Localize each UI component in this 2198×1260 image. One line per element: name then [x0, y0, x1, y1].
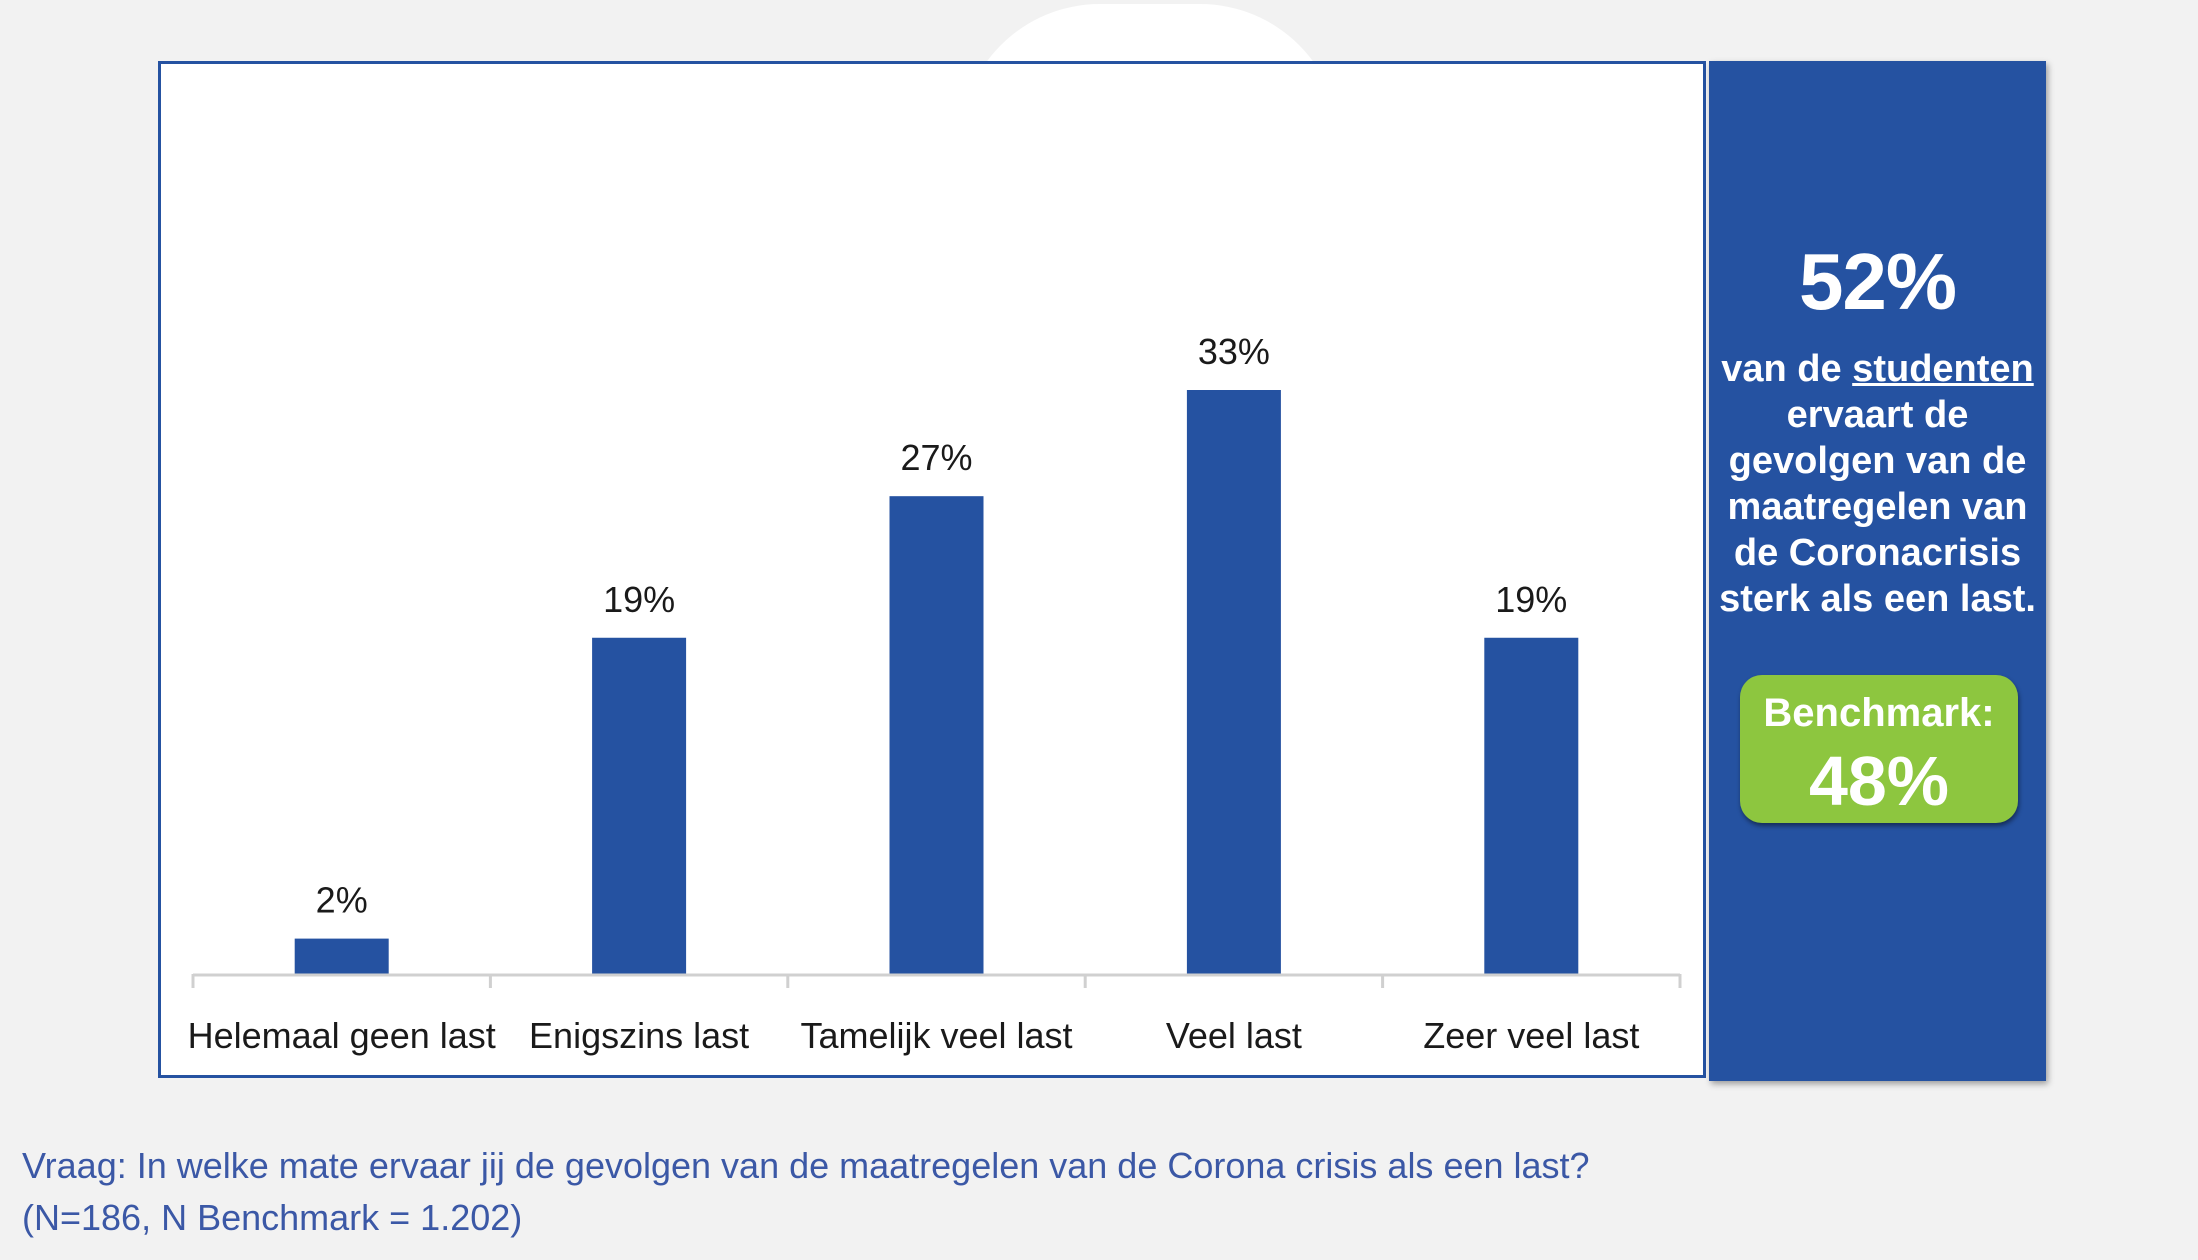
- headline-prefix: van de: [1721, 348, 1853, 390]
- summary-panel: 52% van de studenten ervaart de gevolgen …: [1709, 61, 2046, 1081]
- data-label-5: 19%: [1495, 579, 1567, 620]
- bar-3: [889, 496, 984, 974]
- data-label-1: 2%: [316, 880, 368, 921]
- headline-underlined-word: studenten: [1852, 348, 2034, 390]
- headline-rest: ervaart de gevolgen van de maatregelen v…: [1719, 394, 2036, 620]
- data-label-4: 33%: [1198, 331, 1270, 372]
- data-labels-group: 2% 19% 27% 33% 19%: [316, 331, 1568, 921]
- category-label-3: Tamelijk veel last: [800, 1015, 1072, 1056]
- bar-chart: 2% 19% 27% 33% 19% Helemaal geen last Enigszi…: [188, 331, 1682, 1056]
- category-label-2: Enigszins last: [529, 1015, 749, 1056]
- bar-1: [294, 938, 389, 974]
- category-label-1: Helemaal geen last: [188, 1015, 496, 1056]
- data-label-2: 19%: [603, 579, 675, 620]
- bar-4: [1186, 390, 1281, 974]
- footnote-question: Vraag: In welke mate ervaar jij de gevol…: [22, 1145, 1590, 1186]
- category-label-4: Veel last: [1166, 1015, 1302, 1056]
- category-labels-group: Helemaal geen last Enigszins last Tamelijk…: [188, 1015, 1640, 1056]
- bar-2: [592, 637, 687, 974]
- headline-text: van de studenten ervaart de gevolgen van …: [1717, 346, 2038, 622]
- category-label-5: Zeer veel last: [1423, 1015, 1639, 1056]
- benchmark-badge: Benchmark: 48%: [1740, 675, 2018, 823]
- bar-5: [1484, 637, 1579, 974]
- benchmark-label: Benchmark:: [1763, 691, 1995, 735]
- x-axis: [191, 973, 1682, 988]
- benchmark-value: 48%: [1808, 742, 1950, 820]
- footnote-sample-size: (N=186, N Benchmark = 1.202): [22, 1197, 523, 1238]
- bars-group: [294, 390, 1579, 974]
- question-footnote: Vraag: In welke mate ervaar jij de gevol…: [22, 1140, 1590, 1244]
- chart-panel: 2% 19% 27% 33% 19% Helemaal geen last Enigszi…: [158, 61, 1706, 1078]
- data-label-3: 27%: [900, 437, 972, 478]
- headline-percentage: 52%: [1798, 237, 1957, 326]
